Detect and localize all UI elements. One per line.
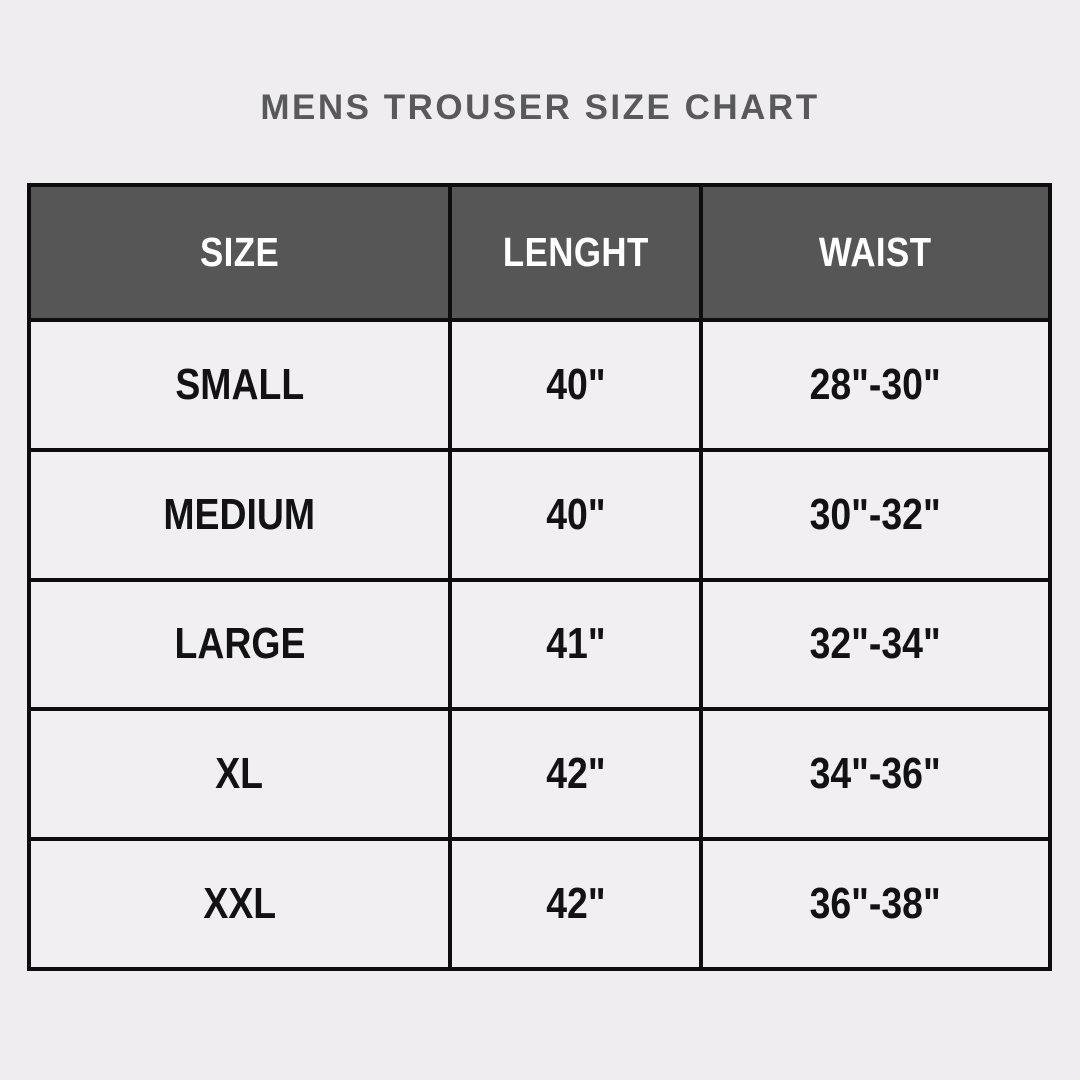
cell-value: 34"-36" — [809, 749, 942, 799]
cell-value: 40" — [545, 359, 606, 409]
table-cell-length-xl: 42" — [452, 711, 699, 838]
cell-value: XXL — [203, 879, 276, 929]
column-header-size: SIZE — [31, 187, 448, 318]
cell-value: 42" — [545, 879, 606, 929]
table-cell-size-medium: MEDIUM — [31, 451, 448, 578]
cell-value: XL — [215, 749, 264, 799]
table-cell-waist-xxl: 36"-38" — [703, 841, 1048, 967]
cell-value: 41" — [545, 619, 606, 669]
table-cell-size-xxl: XXL — [31, 841, 448, 967]
column-header-size-label: SIZE — [199, 229, 280, 275]
table-cell-size-small: SMALL — [31, 322, 448, 448]
table-cell-length-xxl: 42" — [452, 841, 699, 967]
page-title: MENS TROUSER SIZE CHART — [260, 88, 820, 127]
cell-value: 40" — [545, 489, 606, 539]
column-header-waist-label: WAIST — [819, 229, 932, 275]
cell-value: MEDIUM — [163, 489, 316, 539]
cell-value: LARGE — [174, 619, 305, 669]
table-cell-length-large: 41" — [452, 581, 699, 708]
table-cell-length-small: 40" — [452, 322, 699, 448]
table-cell-size-xl: XL — [31, 711, 448, 838]
table-cell-length-medium: 40" — [452, 451, 699, 578]
cell-value: 30"-32" — [809, 489, 942, 539]
table-cell-waist-xl: 34"-36" — [703, 711, 1048, 838]
cell-value: 32"-34" — [809, 619, 942, 669]
table-cell-waist-small: 28"-30" — [703, 322, 1048, 448]
cell-value: SMALL — [175, 359, 304, 409]
column-header-length-label: LENGHT — [502, 229, 649, 275]
size-chart-table: SIZE LENGHT WAIST SMALL 40" 28"-30" MEDI… — [27, 183, 1052, 971]
cell-value: 36"-38" — [809, 879, 942, 929]
table-cell-waist-large: 32"-34" — [703, 581, 1048, 708]
cell-value: 28"-30" — [809, 359, 942, 409]
table-cell-waist-medium: 30"-32" — [703, 451, 1048, 578]
cell-value: 42" — [545, 749, 606, 799]
table-cell-size-large: LARGE — [31, 581, 448, 708]
column-header-length: LENGHT — [452, 187, 699, 318]
column-header-waist: WAIST — [703, 187, 1048, 318]
